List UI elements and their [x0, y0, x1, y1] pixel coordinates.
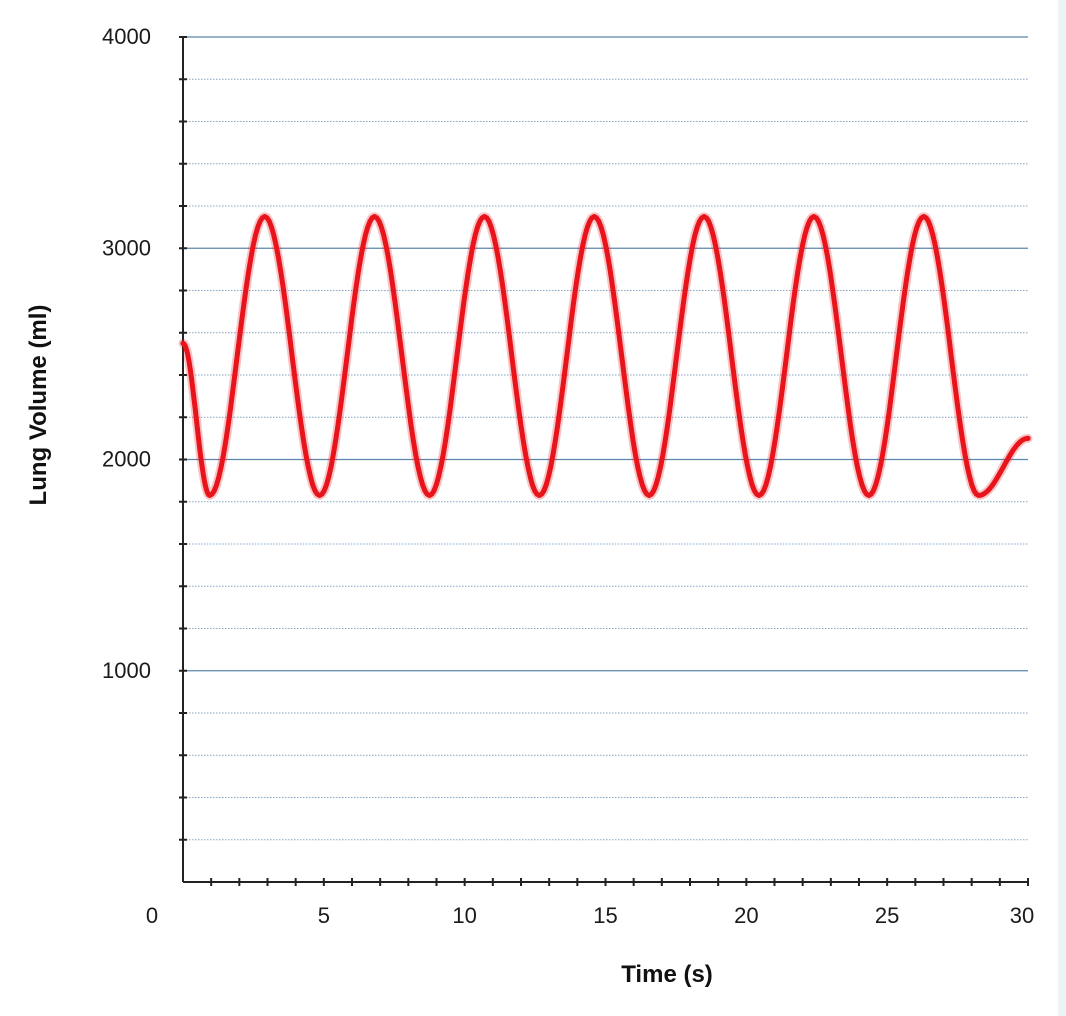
data-point [426, 492, 432, 498]
x-axis-title: Time (s) [621, 961, 713, 988]
data-point [976, 492, 982, 498]
tick-labels: 1000 2000 3000 4000 0 5 10 15 20 25 30 [102, 24, 1034, 928]
x-tick-label: 20 [734, 903, 758, 928]
data-point [481, 214, 487, 220]
data-point [646, 492, 652, 498]
data-point [921, 214, 927, 220]
data-point [866, 492, 872, 498]
series-layer [178, 212, 1033, 500]
x-tick-label: 10 [452, 903, 476, 928]
x-tick-label: 25 [875, 903, 899, 928]
data-point [811, 214, 817, 220]
y-tick-label: 4000 [102, 24, 151, 49]
data-point [756, 492, 762, 498]
data-point [317, 492, 323, 498]
data-point [372, 214, 378, 220]
series-line-glow [178, 212, 1033, 500]
x-tick-label: 15 [593, 903, 617, 928]
y-tick-label: 3000 [102, 235, 151, 260]
y-axis-title: Lung Volume (ml) [25, 305, 52, 506]
x-tick-label: 0 [146, 903, 158, 928]
data-point [1025, 435, 1031, 441]
x-tick-label: 30 [1010, 903, 1034, 928]
gridlines [183, 36, 1028, 841]
data-point [701, 214, 707, 220]
data-point [262, 214, 268, 220]
right-edge-strip [1058, 0, 1066, 1016]
y-tick-label: 1000 [102, 658, 151, 683]
data-point [180, 340, 186, 346]
axes [179, 36, 1029, 886]
data-point [536, 492, 542, 498]
y-tick-label: 2000 [102, 447, 151, 472]
data-point [591, 214, 597, 220]
data-point [207, 492, 213, 498]
x-tick-label: 5 [318, 903, 330, 928]
